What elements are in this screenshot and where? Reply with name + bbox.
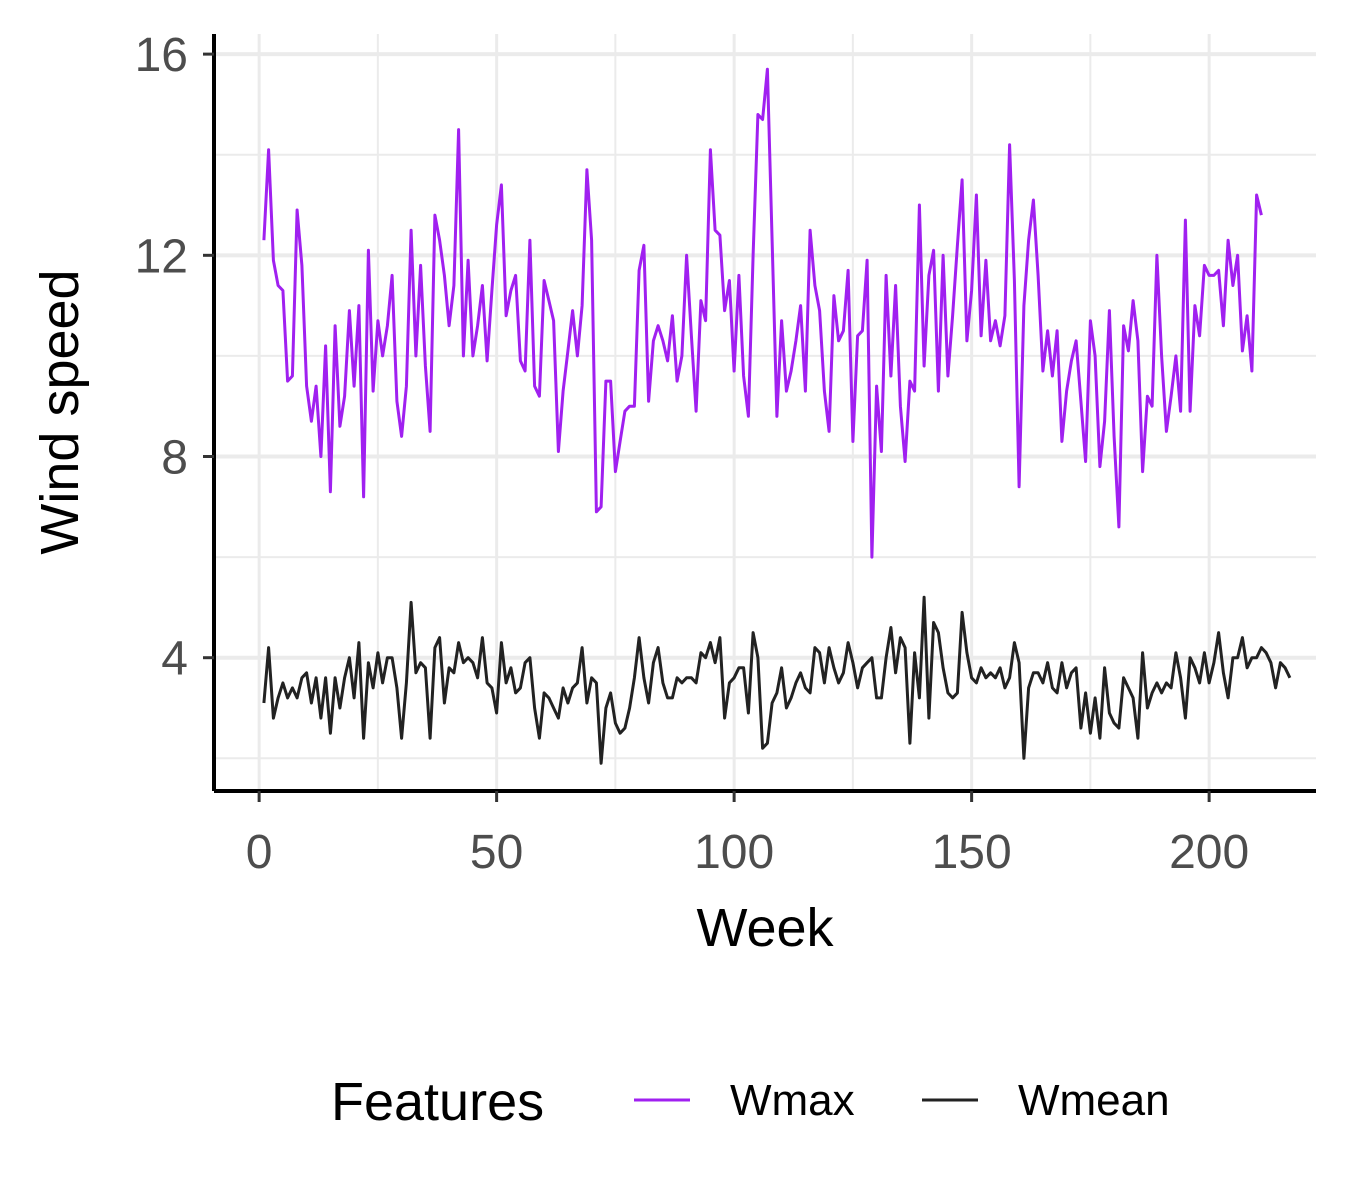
y-tick-label: 16 [135, 29, 188, 82]
y-tick-label: 8 [161, 432, 188, 485]
series-line-wmean [262, 595, 1292, 765]
x-tick-label: 150 [932, 826, 1012, 879]
tick-marks-and-labels: 0 50 100 150 200 4 8 12 16 [135, 29, 1250, 879]
series-lines [262, 67, 1292, 765]
legend-label-wmean: Wmean [1018, 1076, 1170, 1125]
x-axis-title: Week [696, 898, 834, 958]
x-tick-label: 100 [694, 826, 774, 879]
x-tick-label: 0 [246, 826, 273, 879]
y-tick-label: 12 [135, 230, 188, 283]
legend-title: Features [331, 1072, 544, 1132]
x-tick-label: 200 [1169, 826, 1249, 879]
legend-label-wmax: Wmax [730, 1076, 855, 1125]
x-tick-label: 50 [470, 826, 523, 879]
series-line-wmax [262, 67, 1263, 559]
y-axis-title: Wind speed [30, 269, 90, 554]
y-tick-label: 4 [161, 633, 188, 686]
legend: Features Wmax Wmean [331, 1072, 1170, 1132]
grid-lines [214, 34, 1316, 791]
axes [212, 34, 1316, 793]
